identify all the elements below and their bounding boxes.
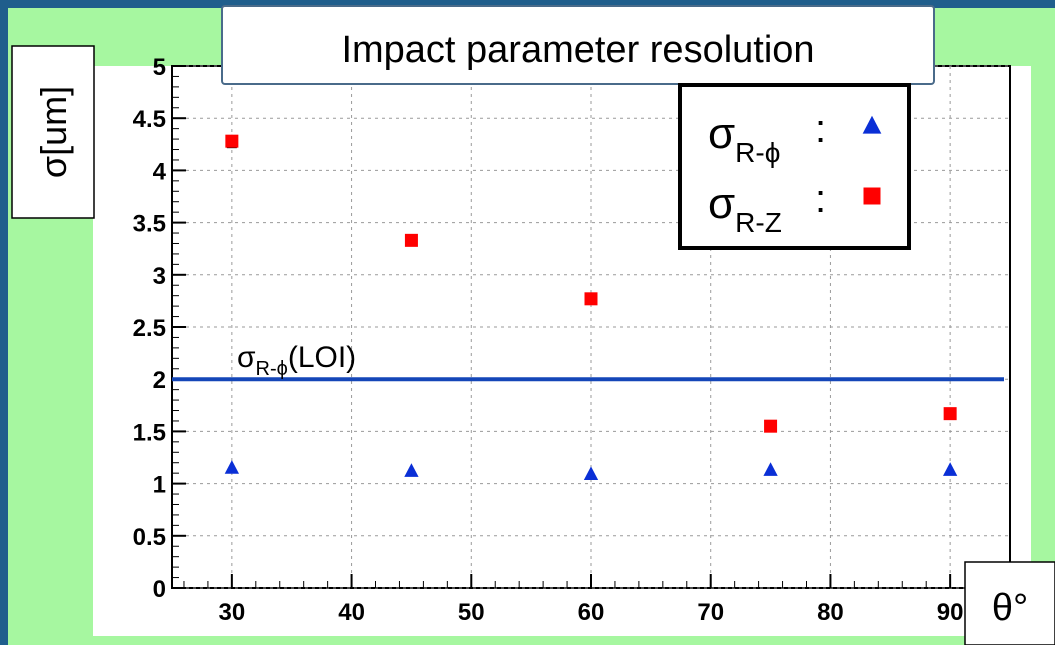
y-tick-label: 0.5: [133, 524, 166, 551]
x-label-box: [964, 561, 1055, 645]
x-tick-label: 70: [697, 599, 724, 626]
data-points: [224, 134, 958, 481]
x-tick-label: 60: [578, 599, 605, 626]
square-point: [404, 233, 418, 247]
reference-label-main: σ: [237, 341, 256, 374]
square-point: [943, 407, 957, 421]
x-tick-label: 90: [937, 599, 964, 626]
triangle-point: [224, 460, 240, 474]
triangle-point: [942, 462, 958, 476]
title-box: [221, 5, 935, 85]
triangle-point: [583, 466, 599, 481]
reference-line-label: σR-ϕ(LOI): [237, 341, 356, 380]
triangle-point: [404, 463, 419, 477]
x-axis: 30 40 50 60 70 80 90: [183, 574, 999, 626]
square-point: [584, 292, 598, 306]
y-tick-label: 0: [153, 576, 166, 603]
x-axis-label: θ°: [992, 587, 1028, 629]
y-axis: 0 0.5 1 1.5 2 2.5 3 3.5 4 4.5 5: [133, 54, 186, 603]
legend-box: [678, 83, 911, 250]
x-tick-label: 50: [458, 599, 485, 626]
legend-label: σR-Z: [708, 179, 782, 238]
y-tick-label: 3.5: [133, 211, 166, 238]
x-tick-label: 40: [338, 599, 365, 626]
x-tick-label: 30: [219, 599, 246, 626]
y-tick-label: 2: [153, 367, 166, 394]
y-tick-label: 5: [153, 54, 166, 81]
square-point: [764, 419, 778, 433]
y-axis-label: σ[um]: [33, 86, 74, 178]
y-tick-label: 1: [153, 472, 166, 499]
y-tick-label: 3: [153, 263, 166, 290]
reference-label-sub: R-ϕ: [256, 358, 288, 380]
triangle-point: [763, 462, 778, 476]
y-label-box: [11, 45, 95, 219]
legend-separator: :: [815, 177, 826, 221]
legend-separator: :: [815, 107, 826, 151]
x-tick-label: 80: [817, 599, 844, 626]
legend-marker: [862, 115, 882, 134]
y-tick-label: 4.5: [133, 106, 166, 133]
legend: σR-ϕ: σR-Z:: [708, 107, 882, 238]
chart-title: Impact parameter resolution: [341, 29, 814, 71]
reference-label-suffix: (LOI): [288, 341, 356, 374]
legend-marker: [863, 187, 881, 205]
y-tick-label: 4: [153, 158, 167, 185]
legend-label: σR-ϕ: [708, 109, 780, 168]
y-tick-label: 2.5: [133, 315, 166, 342]
y-tick-label: 1.5: [133, 419, 166, 446]
square-point: [225, 134, 239, 148]
